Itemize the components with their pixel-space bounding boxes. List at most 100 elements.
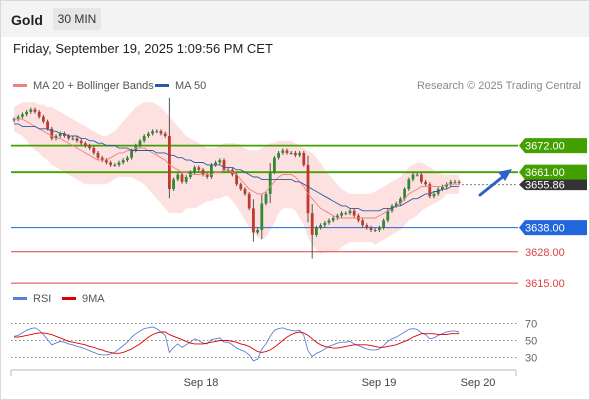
candle [457, 181, 461, 184]
candle [415, 174, 419, 176]
candle [214, 162, 217, 165]
legend-ma50-label: MA 50 [175, 80, 207, 92]
x-tick-label-sep19: Sep 19 [362, 377, 397, 389]
candle [352, 210, 356, 216]
level-label-2: 3638.00 [519, 220, 587, 236]
candle [403, 189, 406, 199]
rsi-ma-line [14, 331, 460, 354]
candle [428, 184, 432, 197]
header-bar: Gold 30 MIN [1, 1, 589, 37]
legend-rsi9: 9MA [62, 293, 105, 305]
candle [252, 208, 255, 233]
candle [373, 230, 377, 232]
x-tick-label-sep18: Sep 18 [184, 377, 219, 389]
candle [453, 181, 457, 183]
candle [378, 227, 381, 231]
legend-rsi: RSI [13, 293, 51, 305]
candle [222, 160, 226, 170]
candle [71, 138, 75, 140]
candle [268, 172, 272, 194]
candle [394, 203, 398, 206]
candle [25, 111, 28, 115]
candle [121, 160, 125, 163]
candle [369, 227, 373, 231]
candle [21, 114, 24, 117]
candle [79, 140, 83, 144]
candle [54, 136, 58, 139]
candle [256, 230, 259, 233]
level-label-2-box [519, 220, 587, 236]
level-label-4: 3615.00 [525, 278, 565, 290]
candle [138, 140, 142, 146]
candle [184, 177, 188, 182]
candle [100, 157, 104, 161]
candle [399, 198, 402, 204]
candle [298, 152, 301, 156]
level-label-1-box [519, 164, 587, 180]
candle [159, 131, 163, 134]
candle [285, 150, 289, 153]
ma20-line [14, 118, 460, 219]
projection-arrow-head [498, 169, 512, 181]
candle [441, 186, 444, 190]
candle [33, 109, 37, 112]
candle [193, 167, 196, 173]
legend-rsi9-label: 9MA [82, 293, 105, 305]
candle [163, 133, 167, 136]
rsi-level-label-2: 30 [525, 353, 537, 365]
candle [92, 148, 96, 153]
candle [386, 210, 390, 221]
candle [289, 152, 293, 154]
candle [155, 131, 159, 133]
candle [105, 160, 108, 163]
candle [382, 220, 385, 228]
candle [407, 179, 411, 190]
candle [344, 213, 348, 215]
candle [130, 150, 133, 158]
candle [361, 220, 364, 226]
candle [109, 162, 112, 165]
candles [12, 97, 461, 259]
candle [310, 213, 314, 235]
rsi9-swatch [62, 296, 76, 300]
symbol-name: Gold [11, 12, 43, 28]
candle [63, 133, 66, 136]
candle [12, 119, 16, 121]
candle [239, 184, 243, 190]
candle [348, 210, 352, 214]
candle [365, 225, 369, 228]
candle [37, 111, 41, 117]
candle [84, 143, 87, 146]
last-price-tag-text: 3655.86 [525, 180, 565, 192]
candle [201, 169, 205, 175]
candle [180, 174, 184, 182]
candle [294, 152, 297, 156]
last-price-tag: 3655.86 [519, 179, 587, 192]
level-label-2-text: 3638.00 [525, 223, 565, 235]
level-label-3: 3628.00 [525, 247, 565, 259]
candle [58, 133, 62, 136]
candle [449, 181, 453, 185]
candle [75, 138, 79, 141]
candle [113, 164, 117, 166]
candle [424, 181, 427, 185]
level-label-1: 3661.00 [519, 164, 587, 180]
candle [323, 222, 327, 226]
candle [176, 174, 180, 180]
legend-ma20: MA 20 + Bollinger Bands [13, 80, 154, 92]
rsi-line [13, 326, 460, 362]
candle [445, 184, 448, 187]
candle [88, 145, 91, 149]
timeframe-button[interactable]: 30 MIN [53, 8, 101, 30]
candle [96, 152, 100, 158]
legend-rsi-label: RSI [33, 293, 52, 305]
candle [16, 116, 20, 120]
candle [151, 131, 154, 134]
legend-ma50: MA 50 [155, 80, 206, 92]
level-label-0-box [519, 138, 587, 154]
candle [210, 164, 213, 177]
datetime-label: Friday, September 19, 2025 1:09:56 PM CE… [13, 41, 273, 56]
candle [218, 160, 222, 163]
candle [327, 220, 331, 223]
